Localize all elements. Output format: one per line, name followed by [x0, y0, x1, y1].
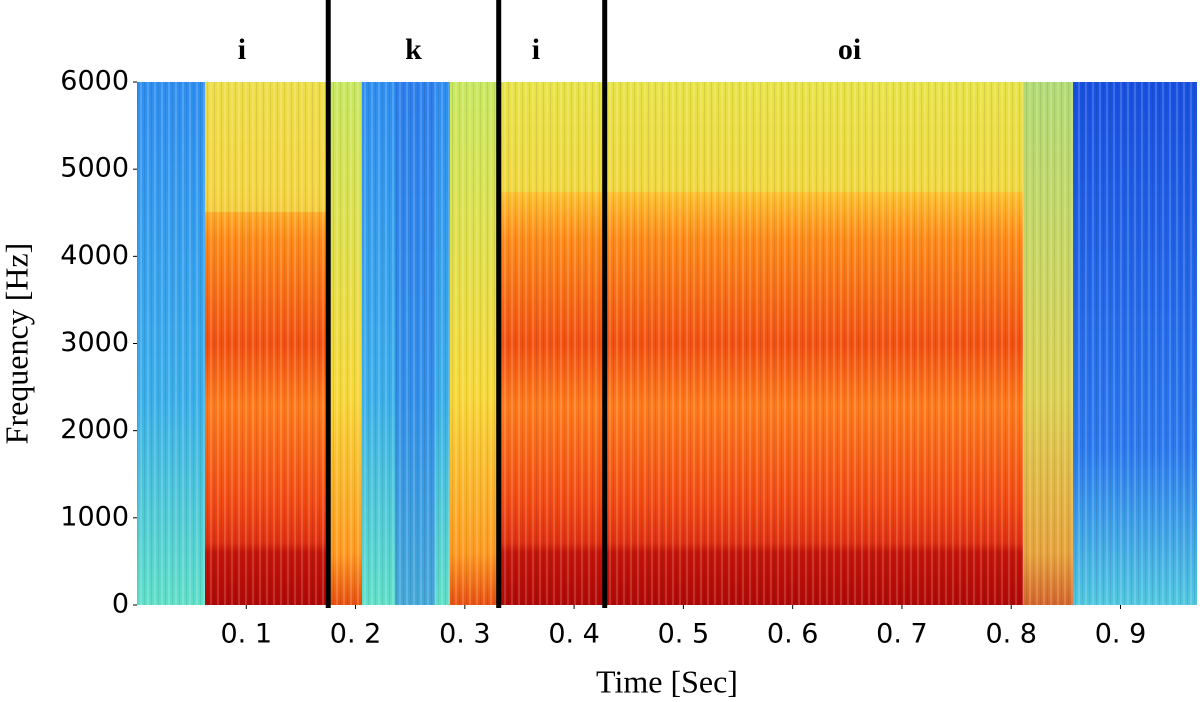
x-tick-label: 0. 1 [221, 619, 273, 650]
y-axis-label: Frequency [Hz] [0, 243, 34, 445]
segment-label: oi [838, 33, 861, 66]
segment-label: i [238, 33, 246, 66]
x-tick-label: 0. 3 [439, 619, 491, 650]
segment-label: i [532, 33, 540, 66]
y-tick-label: 5000 [60, 153, 129, 184]
x-tick-label: 0. 4 [548, 619, 600, 650]
y-tick-label: 4000 [60, 240, 129, 271]
x-tick-label: 0. 5 [658, 619, 710, 650]
y-tick-label: 3000 [60, 327, 129, 358]
x-tick-label: 0. 2 [330, 619, 382, 650]
x-axis-label: Time [Sec] [596, 663, 738, 699]
x-tick-label: 0. 8 [985, 619, 1037, 650]
x-tick-label: 0. 9 [1095, 619, 1147, 650]
spectrogram-image [137, 82, 1197, 605]
y-tick-label: 1000 [60, 501, 129, 532]
y-tick-label: 0 [112, 589, 129, 620]
x-tick-label: 0. 7 [876, 619, 928, 650]
segment-label: k [405, 33, 422, 66]
x-tick-label: 0. 6 [767, 619, 819, 650]
y-tick-label: 6000 [60, 66, 129, 97]
y-tick-label: 2000 [60, 414, 129, 445]
